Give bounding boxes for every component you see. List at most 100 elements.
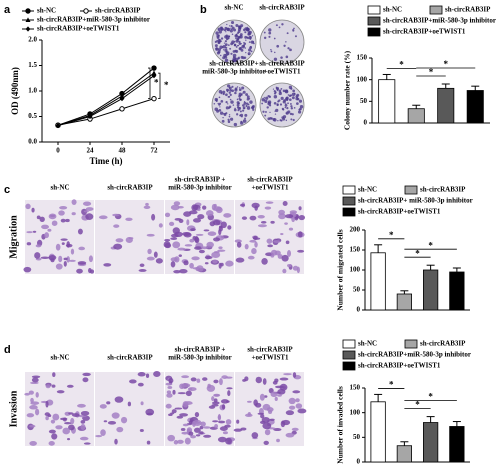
colony [272,88,275,90]
colony [229,98,232,101]
cell [169,221,175,227]
colony [277,120,279,122]
cell [257,412,265,415]
cell [288,227,294,231]
colony [228,35,231,38]
cell [55,425,63,430]
cell [257,214,265,219]
colony [242,90,246,94]
panel-letter: b [200,4,207,16]
cell [174,407,183,410]
cell [164,238,171,242]
bar [466,90,484,124]
colony [264,99,268,103]
colony [217,48,222,52]
cell [213,237,221,242]
bar [437,87,455,124]
colony [274,91,277,94]
series-line [57,75,155,127]
y-tick-label: 100 [350,408,361,416]
colony [231,33,234,36]
cell [146,256,155,261]
colony [219,111,224,115]
cell [26,231,33,234]
colony [229,93,232,96]
legend-label: sh-circRAB3IP [420,186,466,194]
cell [55,263,63,270]
colony [238,40,241,43]
y-tick-label: 1.0 [28,87,37,95]
cell [115,238,124,243]
cell [48,429,56,434]
legend-label: sh-circRAB3IP+oeTWIST1 [358,208,441,216]
cell [71,199,77,205]
colony [298,99,303,103]
colony [290,103,292,105]
bar [378,79,396,124]
legend-label: sh-circRAB3IP+miR-580-3p inhibitor [358,351,471,359]
colony [228,91,231,94]
cell [264,395,268,398]
colony [268,28,272,32]
cell [68,259,76,262]
cell [224,424,231,428]
colony [240,48,244,52]
legend-swatch [367,16,381,26]
cell [82,201,92,206]
cell [88,267,92,274]
cell [181,431,189,435]
cell [151,213,156,221]
colony [284,103,288,107]
colony [261,97,266,102]
legend-marker [83,8,89,14]
cell [287,264,292,268]
colony [290,107,294,110]
significance: * [399,60,404,70]
cell [171,409,177,414]
legend-label: sh-circRAB3IP+oeTWIST1 [37,25,120,33]
cell [191,256,200,261]
colony [248,105,250,107]
colony [230,20,235,25]
cell [34,252,41,259]
colony [242,109,245,112]
significance: * [389,379,394,389]
cell [158,223,163,228]
x-tick-label: 0 [56,147,60,155]
cell [48,213,57,220]
significance: * [154,77,159,87]
cell [285,432,295,438]
colony [216,39,219,42]
cell [168,377,174,384]
cell [146,440,151,445]
colony [220,92,223,95]
cell [180,427,186,431]
cell [220,399,229,404]
significance: * [164,80,169,90]
cell [262,378,267,385]
colony [227,53,230,56]
image-label: +oeTWIST1 [251,184,289,192]
cell [247,400,252,403]
colony [267,100,272,104]
cell [249,215,257,221]
colony [249,37,252,40]
colony [232,53,237,58]
colony [230,24,233,28]
cell [166,393,173,398]
colony [280,87,283,90]
cell [44,412,50,417]
cell [270,391,278,397]
colony [243,42,247,46]
colony [249,100,253,104]
cell [60,238,68,241]
cell [185,390,192,397]
colony [248,32,252,36]
cell [287,249,292,257]
colony [268,31,272,35]
colony [293,27,295,30]
colony [226,38,228,41]
colony [237,102,240,105]
cell [107,421,117,425]
cell [32,230,37,233]
